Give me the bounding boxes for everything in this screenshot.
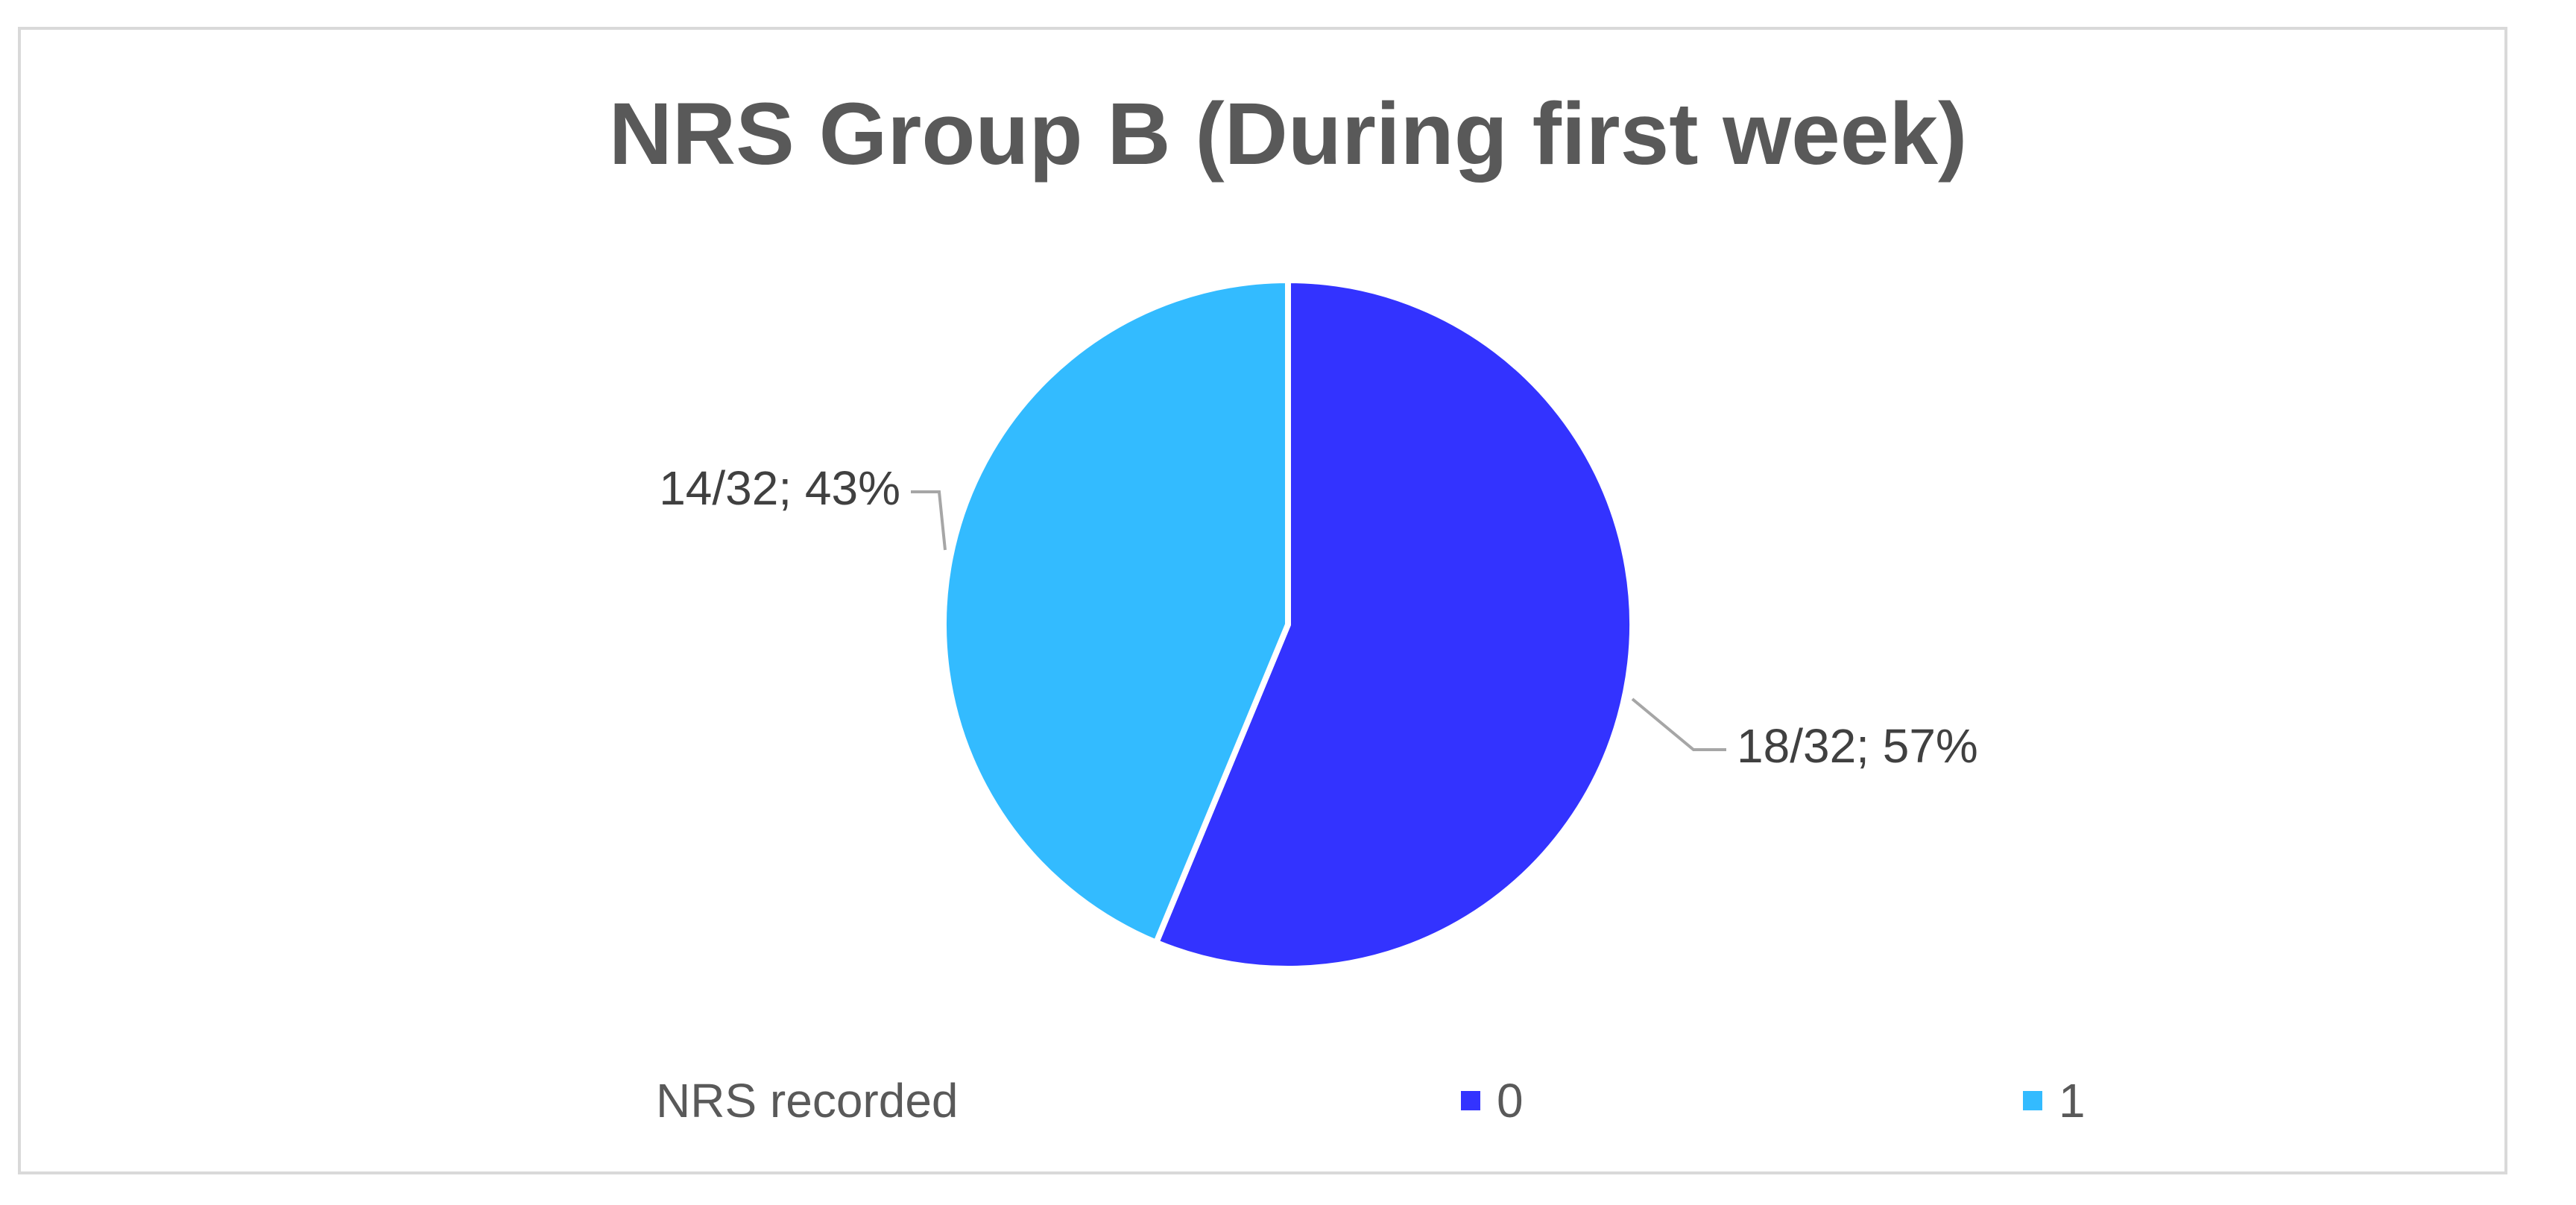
legend-title: NRS recorded [656, 1074, 959, 1127]
data-label-0: 18/32; 57% [1737, 719, 1978, 773]
legend-label-1: 1 [2059, 1074, 2086, 1127]
legend-swatch-0 [1461, 1091, 1480, 1110]
pie-slice-0 [1153, 277, 1636, 972]
legend-swatch-1 [2023, 1091, 2042, 1110]
legend-label-0: 0 [1497, 1074, 1524, 1127]
legend-item-0: 0 [1461, 1073, 1524, 1128]
leader-line-0 [1631, 698, 1726, 751]
leader-line-1 [911, 490, 947, 551]
pie-slice-1 [941, 277, 1291, 946]
legend-item-1: 1 [2023, 1073, 2086, 1128]
chart-title: NRS Group B (During first week) [608, 85, 1968, 183]
data-label-1: 14/32; 43% [659, 461, 900, 515]
